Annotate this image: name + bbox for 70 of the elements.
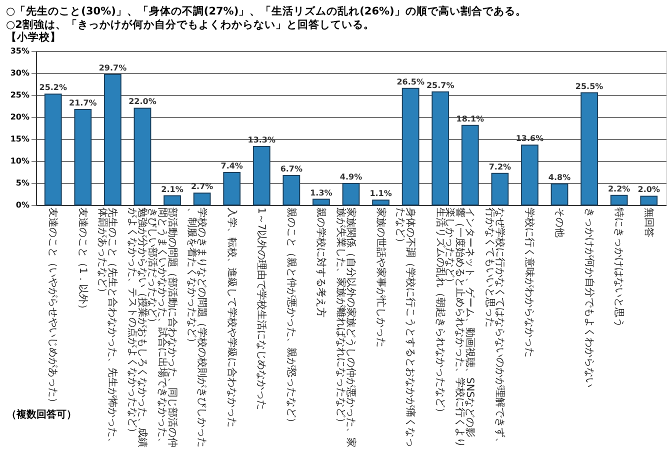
- bar: [312, 198, 330, 206]
- bar: [432, 91, 450, 206]
- data-label: 26.5%: [396, 77, 424, 86]
- x-tick-label: 友達のこと（いやがらせやいじめがあった）: [47, 208, 60, 408]
- x-tick-label: 身体の不調（学校に行こうとするとおなかが痛くなったなど）: [394, 208, 417, 448]
- x-tick-label: なぜ学校に行かなくてはならないのかが理解できず、行かなくてもいいと思った: [484, 208, 506, 448]
- data-label: 25.7%: [426, 80, 454, 90]
- x-tick-label: 勉強が分からない（授業がおもしろくなかった、成績がよくなかった、テストの点がよくなかったなど）: [126, 208, 148, 448]
- data-label: 2.0%: [638, 185, 660, 194]
- x-tick-label: 1～7以外の理由で学校生活になじめなかった: [256, 208, 268, 410]
- chart-subtitle: ○2割強は、「きっかけが何か自分でもよくわからない」と回答している。: [6, 18, 374, 31]
- bar: [550, 183, 568, 206]
- y-tick-label: 10%: [10, 156, 30, 166]
- x-tick-label: 学校のきまりなどの問題（学校の校則がきびしかった、制服を着たくなかったなど）: [186, 208, 208, 448]
- bar: [104, 74, 122, 206]
- data-label: 7.2%: [488, 162, 512, 172]
- x-tick-label: 無回答: [642, 208, 655, 238]
- data-label: 4.9%: [340, 172, 362, 182]
- data-label: 2.7%: [190, 182, 214, 192]
- x-tick-label: 学校に行く意味がわからなかった: [524, 208, 536, 358]
- bar: [461, 124, 479, 206]
- bar: [44, 94, 62, 206]
- y-tick-label: 20%: [10, 112, 30, 122]
- bar: [640, 196, 658, 206]
- bar: [580, 92, 598, 206]
- x-tick-label: 先生のこと（先生と合わなかった、先生が怖かった、体罰があったなど）: [96, 208, 119, 448]
- bar: [164, 195, 181, 206]
- text: （複数回答可）: [6, 408, 76, 420]
- data-label: 29.7%: [98, 63, 127, 72]
- y-tick-label: 5%: [16, 178, 30, 188]
- bar: [610, 194, 628, 206]
- data-label: 4.8%: [548, 172, 571, 182]
- x-tick-label: 入学、転校、進級して学校や学級に合わなかった: [226, 208, 238, 428]
- y-tick-label: 15%: [10, 134, 30, 144]
- data-label: 25.2%: [39, 83, 68, 92]
- x-tick-label: 生活リズムの乱れ（朝起きられなかったなど）: [434, 208, 446, 418]
- data-label: 2.2%: [608, 184, 630, 194]
- data-label: 21.7%: [69, 98, 97, 108]
- x-tick-label: 家族の世話や家事が忙しかった: [374, 208, 387, 348]
- x-tick-label: 友達のこと（1．以外）: [76, 208, 89, 314]
- bar: [521, 144, 538, 206]
- bar: [252, 146, 270, 206]
- y-tick-label: 25%: [10, 90, 30, 100]
- bar: [134, 108, 152, 206]
- bar: [193, 192, 211, 206]
- data-label: 7.4%: [220, 161, 243, 170]
- x-tick-label: 親のこと（親と仲が悪かった、親が怒ったなど）: [285, 208, 298, 428]
- x-tick-label: きっかけが何か自分でもよくわからない: [583, 208, 596, 388]
- data-label: 6.7%: [280, 164, 303, 174]
- data-label: 22.0%: [128, 97, 156, 106]
- bar: [372, 200, 390, 206]
- x-tick-label: 特にきっかけはないと思う: [613, 208, 626, 328]
- bar: [74, 109, 92, 206]
- bar: [342, 182, 360, 206]
- text: 【小学校】: [6, 30, 61, 44]
- x-tick-label: 親の学校に対する考え方: [315, 208, 328, 318]
- x-tick-label: 家族関係（自分以外の家族どうしの仲が悪かった、家族が失業した、家族が離ればなれになったなど）: [335, 208, 357, 448]
- x-tick-label: その他: [554, 208, 566, 238]
- y-tick-label: 30%: [10, 68, 30, 78]
- y-tick-label: 0%: [16, 200, 30, 210]
- data-label: 1.1%: [370, 189, 392, 198]
- y-tick-label: 35%: [10, 46, 30, 56]
- bar: [223, 172, 241, 206]
- data-label: 25.5%: [575, 82, 604, 91]
- data-label: 2.1%: [161, 184, 184, 194]
- chart-title: ○「先生のこと(30%)」、「身体の不調(27%)」、「生活リズムの乱れ(26%)」の順で高い割合である。: [6, 4, 526, 18]
- data-label: 1.3%: [310, 188, 332, 198]
- bar: [282, 175, 300, 206]
- bar: [402, 88, 420, 206]
- bar: [491, 172, 509, 206]
